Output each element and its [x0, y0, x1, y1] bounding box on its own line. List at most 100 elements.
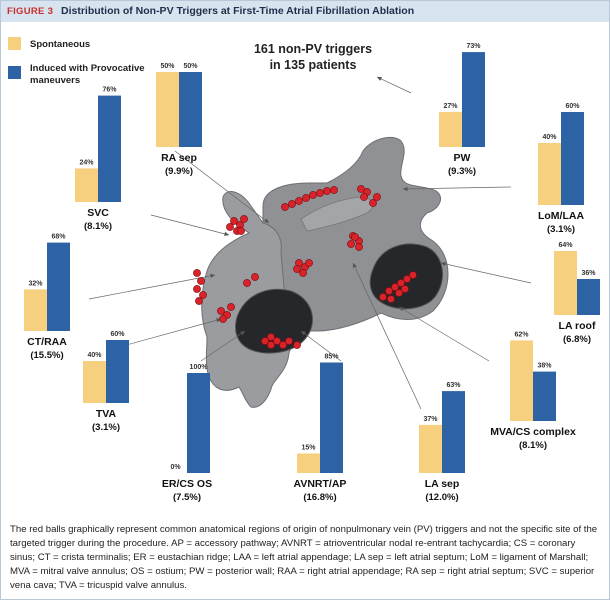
bar-svc-induced: [98, 95, 121, 202]
region-share-la-roof: (6.8%): [563, 334, 591, 345]
heart-anatomy: [201, 136, 449, 408]
region-label-ra-sep: RA sep: [161, 152, 197, 164]
connector-arrow-er-cs: [240, 331, 245, 336]
bar-la-roof-induced: [577, 279, 600, 315]
connector-ra-sep: [174, 150, 270, 224]
trigger-count-line1: 161 non-PV triggers: [253, 42, 373, 56]
trigger-dot: [299, 269, 307, 277]
legend-swatch-spontaneous: [8, 37, 21, 50]
connector-er-cs: [200, 330, 246, 362]
connector-arrow-ct-raa: [210, 273, 215, 278]
bar-value-tva-induced: 60%: [110, 331, 125, 338]
bar-value-svc-induced: 76%: [102, 87, 117, 94]
connector-ct-raa: [88, 274, 216, 300]
trigger-dot: [237, 227, 245, 235]
bar-la-roof-spontaneous: [554, 251, 577, 315]
bar-value-svc-spontaneous: 24%: [79, 159, 94, 166]
bar-value-tva-spontaneous: 40%: [87, 352, 102, 359]
connector-arrow-la-sep: [352, 263, 357, 268]
region-label-pw: PW: [454, 152, 471, 164]
connector-mva-cs: [398, 306, 490, 362]
trigger-dot: [330, 186, 338, 194]
bar-value-lom-laa-spontaneous: 40%: [542, 134, 557, 141]
bar-value-lom-laa-induced: 60%: [565, 103, 580, 110]
trigger-dot: [261, 337, 269, 345]
connector-la-sep: [352, 262, 422, 410]
legend-label-spontaneous: Spontaneous: [30, 39, 91, 50]
trigger-dot: [288, 200, 296, 208]
region-share-ra-sep: (9.9%): [165, 166, 193, 177]
region-share-avnrt: (16.8%): [303, 492, 336, 503]
chart-ra-sep: 50% 50% RA sep (9.9%): [156, 63, 202, 177]
trigger-dot: [347, 240, 355, 248]
trigger-dot: [401, 285, 409, 293]
legend-label-induced-line2: maneuvers: [30, 75, 81, 86]
bar-charts: 50% 50% RA sep (9.9%) 27% 73% PW (9.3%) 40% 60% Lo…: [24, 43, 600, 503]
bar-value-ct-raa-induced: 68%: [51, 234, 66, 241]
figure-caption: The red balls graphically represent comm…: [10, 524, 598, 591]
bar-ct-raa-induced: [47, 242, 70, 331]
connector-arrow-la-roof: [441, 261, 446, 267]
trigger-dots: [193, 185, 417, 349]
bar-svc-spontaneous: [75, 168, 98, 202]
chart-svc: 24% 76% SVC (8.1%): [75, 87, 121, 232]
region-label-la-sep: LA sep: [425, 478, 460, 490]
trigger-dot: [373, 193, 381, 201]
trigger-dot: [227, 303, 235, 311]
chart-pw: 27% 73% PW (9.3%): [439, 43, 485, 177]
trigger-dot: [323, 187, 331, 195]
connector-arrow-avnrt: [301, 331, 306, 336]
connector-tva: [118, 318, 222, 348]
bar-ra-sep-induced: [179, 72, 202, 147]
trigger-dot: [219, 315, 227, 323]
chart-ct-raa: 32% 68% CT/RAA (15.5%): [24, 234, 70, 361]
chart-tva: 40% 60% TVA (3.1%): [83, 331, 129, 433]
trigger-count-note: 161 non-PV triggers in 135 patients: [243, 41, 383, 73]
bar-avnrt-spontaneous: [297, 453, 320, 473]
trigger-dot: [395, 289, 403, 297]
figure-title: Distribution of Non-PV Triggers at First…: [61, 5, 415, 17]
trigger-dot: [243, 279, 251, 287]
ostium-left: [235, 288, 313, 354]
region-label-tva: TVA: [96, 408, 117, 420]
bar-mva-cs-induced: [533, 371, 556, 421]
bar-lom-laa-spontaneous: [538, 143, 561, 205]
bar-value-mva-cs-induced: 38%: [537, 363, 552, 370]
bar-value-la-sep-spontaneous: 37%: [423, 416, 438, 423]
chart-lom-laa: 40% 60% LoM/LAA (3.1%): [538, 103, 584, 235]
trigger-dot: [309, 191, 317, 199]
bar-value-ra-sep-spontaneous: 50%: [160, 63, 175, 70]
connector-lom-laa: [402, 186, 512, 190]
trigger-dot: [273, 337, 281, 345]
trigger-dot: [226, 223, 234, 231]
region-label-ct-raa: CT/RAA: [27, 336, 67, 348]
connector-la-roof: [440, 262, 532, 284]
region-label-avnrt: AVNRT/AP: [294, 478, 347, 490]
bar-ct-raa-spontaneous: [24, 289, 47, 331]
chart-canvas: 50% 50% RA sep (9.9%) 27% 73% PW (9.3%) 40% 60% Lo…: [24, 43, 600, 503]
connector-arrow-lom-laa: [403, 186, 408, 192]
bar-tva-spontaneous: [83, 361, 106, 403]
trigger-dot: [302, 194, 310, 202]
chart-mva-cs: 62% 38% MVA/CS complex (8.1%): [490, 331, 576, 451]
trigger-dot: [251, 273, 259, 281]
bar-value-avnrt-induced: 85%: [324, 354, 339, 361]
region-label-mva-cs: MVA/CS complex: [490, 426, 576, 438]
bar-er-cs-induced: [187, 373, 210, 473]
trigger-dot: [195, 297, 203, 305]
connector-arrow-pw: [377, 76, 382, 81]
chart-la-sep: 37% 63% LA sep (12.0%): [419, 382, 465, 503]
legend-label-induced-line1: Induced with Provocative: [30, 63, 145, 74]
bar-pw-spontaneous: [439, 111, 462, 147]
bar-value-pw-induced: 73%: [466, 43, 481, 50]
trigger-dot: [281, 203, 289, 211]
chart-la-roof: 64% 36% LA roof (6.8%): [554, 242, 600, 345]
region-label-lom-laa: LoM/LAA: [538, 210, 584, 222]
trigger-dot: [387, 295, 395, 303]
trigger-dot: [403, 275, 411, 283]
region-share-pw: (9.3%): [448, 166, 476, 177]
chart-avnrt: 15% 85% AVNRT/AP (16.8%): [294, 354, 347, 504]
trigger-dot: [197, 277, 205, 285]
bar-value-er-cs-spontaneous: 0%: [170, 464, 181, 471]
